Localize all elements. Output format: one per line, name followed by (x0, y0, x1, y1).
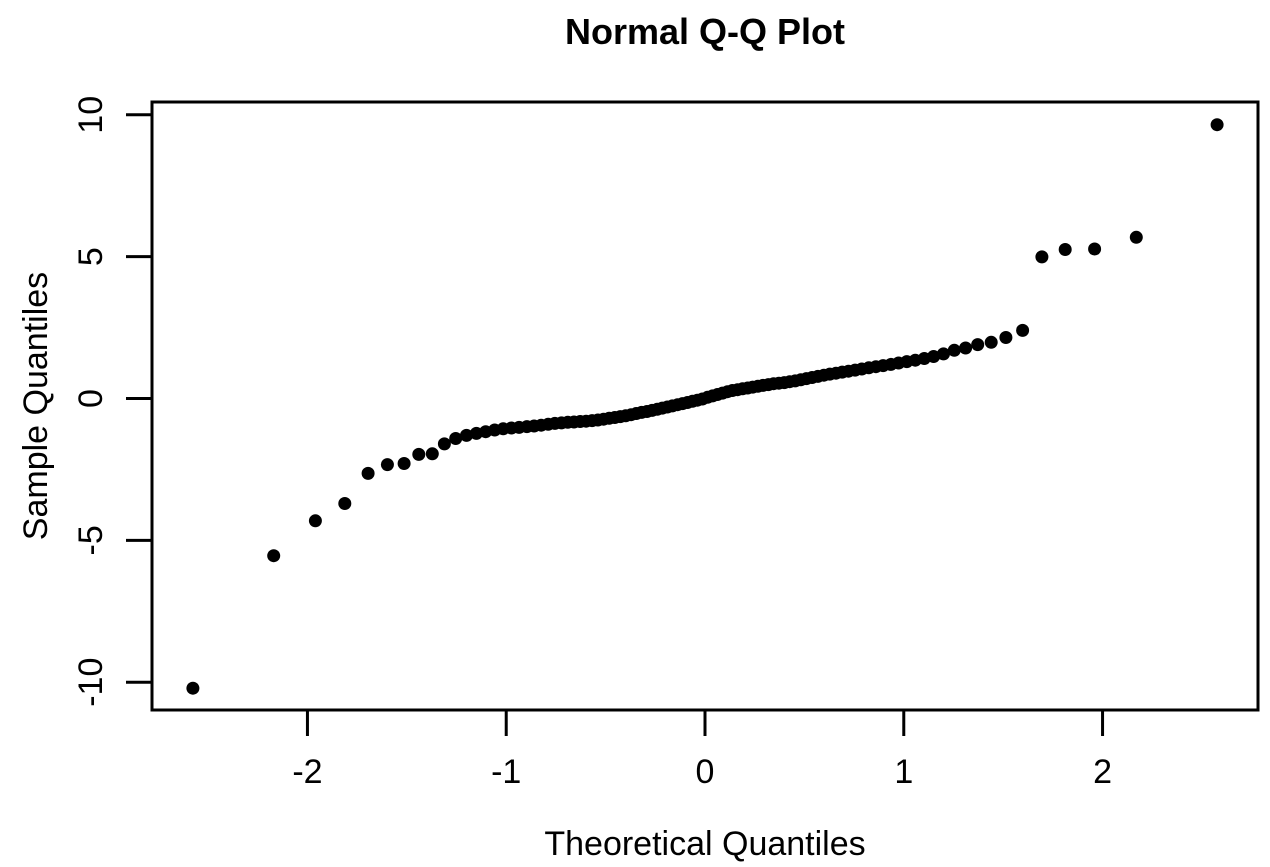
data-point (412, 447, 426, 461)
data-point (971, 338, 985, 352)
data-point (397, 457, 411, 470)
y-axis-title: Sample Quantiles (17, 272, 55, 540)
x-tick-label: 0 (696, 753, 715, 791)
data-point (937, 347, 950, 361)
data-point (927, 350, 941, 363)
x-tick-label: -2 (292, 753, 322, 791)
data-point (1129, 230, 1143, 244)
data-point (437, 437, 451, 451)
data-point (1058, 243, 1072, 256)
data-point (1016, 323, 1030, 337)
data-point (425, 447, 439, 461)
data-point (308, 514, 322, 528)
x-tick-label: -1 (491, 753, 521, 791)
scatter-points (186, 118, 1224, 695)
data-point (380, 458, 394, 472)
x-axis-ticks: -2 -1 0 1 2 (292, 710, 1112, 791)
x-tick-label: 2 (1093, 753, 1112, 791)
data-point (959, 341, 973, 355)
data-point (267, 549, 281, 563)
data-point (1210, 118, 1224, 132)
data-point (361, 466, 375, 480)
data-point (947, 343, 961, 357)
x-axis-title: Theoretical Quantiles (544, 825, 865, 863)
data-point (1088, 242, 1102, 256)
plot-title: Normal Q-Q Plot (565, 11, 845, 52)
data-point (449, 432, 463, 445)
y-tick-label: -5 (72, 525, 110, 555)
y-tick-label: -10 (72, 658, 110, 707)
y-tick-label: 10 (72, 96, 110, 134)
data-point (338, 497, 352, 510)
data-point (186, 681, 200, 695)
data-point (1035, 250, 1049, 264)
data-point (460, 428, 473, 442)
x-tick-label: 1 (894, 753, 913, 791)
data-point (999, 331, 1013, 344)
y-axis-ticks: -10 -5 0 5 10 (72, 96, 152, 707)
y-tick-label: 5 (72, 247, 110, 266)
y-tick-label: 0 (72, 389, 110, 408)
data-point (984, 335, 998, 349)
